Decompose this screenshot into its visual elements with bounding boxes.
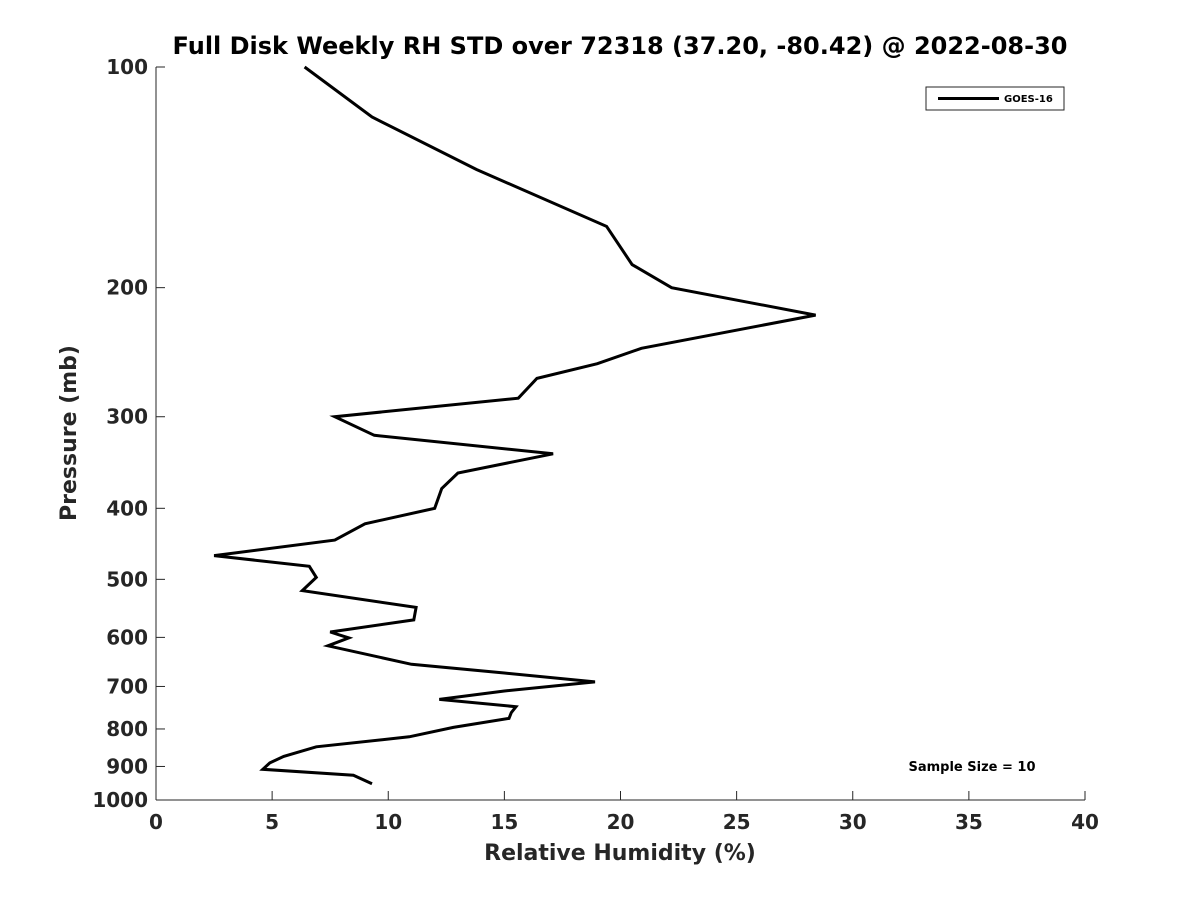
x-tick-label: 15 [490, 810, 518, 834]
y-tick-label: 600 [106, 625, 148, 649]
y-tick-label: 1000 [92, 788, 148, 812]
x-tick-label: 20 [607, 810, 635, 834]
x-tick-label: 5 [265, 810, 279, 834]
x-axis-label: Relative Humidity (%) [484, 841, 756, 866]
series-layer [213, 65, 816, 786]
x-tick-label: 10 [374, 810, 402, 834]
y-tick-label: 700 [106, 674, 148, 698]
series-line [213, 65, 816, 786]
y-tick-label: 200 [106, 276, 148, 300]
y-tick-label: 900 [106, 754, 148, 778]
x-tick-label: 25 [723, 810, 751, 834]
y-axis-ticks: 100 200 300 400 500 600 700 800 900 1000 [92, 55, 165, 812]
plot-area [156, 67, 1085, 800]
y-axis-label: Pressure (mb) [57, 345, 82, 521]
chart-title: Full Disk Weekly RH STD over 72318 (37.2… [173, 32, 1068, 60]
y-tick-label: 400 [106, 496, 148, 520]
x-tick-label: 0 [149, 810, 163, 834]
y-tick-label: 100 [106, 55, 148, 79]
legend-label: GOES-16 [1004, 94, 1053, 105]
sample-size-annotation: Sample Size = 10 [908, 760, 1035, 775]
legend: GOES-16 [925, 86, 1065, 111]
x-tick-label: 30 [839, 810, 867, 834]
y-tick-label: 800 [106, 717, 148, 741]
x-axis-ticks: 0 5 10 15 20 25 30 35 40 [149, 791, 1099, 834]
x-tick-label: 40 [1071, 810, 1099, 834]
y-tick-label: 500 [106, 567, 148, 591]
y-tick-label: 300 [106, 405, 148, 429]
x-tick-label: 35 [955, 810, 983, 834]
